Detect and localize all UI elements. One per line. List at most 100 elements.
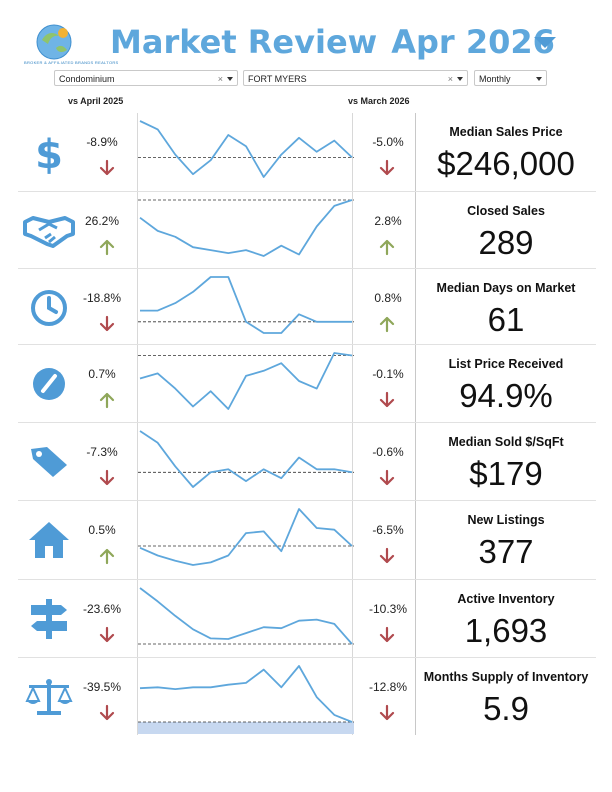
scales-icon [22, 670, 76, 724]
chevron-down-icon[interactable] [457, 77, 463, 81]
metrics-divider [415, 113, 416, 735]
sparkline-line [140, 276, 352, 334]
metric-value: 5.9 [483, 690, 529, 727]
arrow-down-icon [98, 315, 116, 333]
arrow-down-icon [98, 626, 116, 644]
sparkline-chart [138, 501, 354, 577]
sparkline-chart [138, 345, 354, 421]
metric-row: 0.7% -0.1% List Price Received 94.9% [18, 345, 596, 423]
yoy-change: 0.7% [88, 367, 116, 381]
sparkline-chart [138, 192, 354, 268]
metric-label: List Price Received [448, 357, 564, 371]
mom-change: -12.8% [368, 680, 408, 694]
arrow-up-icon [98, 238, 116, 256]
svg-text:$: $ [35, 132, 63, 174]
yoy-change: -7.3% [86, 445, 118, 459]
arrow-down-icon [378, 547, 396, 565]
report-title: Market Review Apr 2026 [110, 20, 555, 64]
sparkline-chart [138, 269, 354, 345]
handshake-icon [22, 204, 76, 258]
arrow-up-icon [378, 315, 396, 333]
metric-label: Closed Sales [467, 204, 545, 218]
clear-property-type-icon[interactable]: × [217, 74, 223, 84]
signpost-icon [22, 592, 76, 646]
sparkline-line [139, 352, 353, 410]
gauge-icon [22, 357, 76, 411]
dollar-icon: $ [22, 125, 76, 179]
row-separator [18, 500, 596, 501]
chevron-down-icon[interactable] [536, 77, 542, 81]
metric-label: Median Days on Market [436, 281, 576, 295]
yoy-change: -39.5% [82, 680, 122, 694]
sparkline-line [139, 665, 353, 723]
metric-row: 0.5% -6.5% New Listings 377 [18, 501, 596, 579]
metric-value: 61 [487, 301, 525, 338]
yoy-column-label: vs April 2025 [68, 96, 124, 106]
row-separator [18, 422, 596, 423]
city-value: FORT MYERS [248, 74, 307, 84]
interval-select[interactable]: Monthly [474, 70, 547, 86]
metric-value: $246,000 [437, 145, 575, 182]
arrow-down-icon [378, 704, 396, 722]
sparkline-right-border [352, 113, 353, 735]
metric-value: 377 [478, 533, 534, 570]
metric-value: 289 [478, 224, 534, 261]
mom-change: -0.6% [372, 445, 404, 459]
metric-label: Months Supply of Inventory [423, 670, 589, 684]
metric-row: -7.3% -0.6% Median Sold $/SqFt $179 [18, 423, 596, 501]
mom-change: 0.8% [374, 291, 402, 305]
price-tag-icon [22, 435, 76, 489]
property-type-value: Condominium [59, 74, 115, 84]
arrow-up-icon [98, 547, 116, 565]
metric-row: $ -8.9% -5.0% Median Sales Price $246,00… [18, 113, 596, 191]
interval-value: Monthly [479, 74, 511, 84]
metric-label: New Listings [467, 513, 545, 527]
arrow-down-icon [98, 159, 116, 177]
arrow-down-icon [378, 626, 396, 644]
mom-change: 2.8% [374, 214, 402, 228]
period-dropdown-toggle[interactable] [534, 37, 556, 48]
sparkline-chart [138, 423, 354, 499]
sparkline-left-border [137, 113, 138, 735]
sparkline-chart [138, 580, 354, 656]
title-period: Apr 2026 [391, 23, 555, 61]
sparkline-line [139, 508, 353, 566]
sparkline-line [139, 587, 353, 645]
sparkline-line [139, 430, 353, 488]
sparkline-line [139, 199, 353, 257]
arrow-down-icon [378, 469, 396, 487]
mom-change: -0.1% [372, 367, 404, 381]
yoy-change: 26.2% [84, 214, 120, 228]
mom-change: -10.3% [368, 602, 408, 616]
mom-change: -5.0% [372, 135, 404, 149]
arrow-down-icon [98, 469, 116, 487]
metric-row: 26.2% 2.8% Closed Sales 289 [18, 192, 596, 270]
yoy-change: -8.9% [86, 135, 118, 149]
property-type-select[interactable]: Condominium × [54, 70, 238, 86]
arrow-down-icon [378, 391, 396, 409]
yoy-change: -18.8% [82, 291, 122, 305]
arrow-down-icon [98, 704, 116, 722]
arrow-down-icon [378, 159, 396, 177]
yoy-change: -23.6% [82, 602, 122, 616]
sparkline-line [139, 120, 353, 178]
metric-label: Median Sold $/SqFt [448, 435, 564, 449]
metric-row: -23.6% -10.3% Active Inventory 1,693 [18, 580, 596, 658]
row-separator [18, 268, 596, 269]
house-icon [22, 513, 76, 567]
mom-column-label: vs March 2026 [348, 96, 410, 106]
sparkline-chart [138, 113, 354, 189]
metric-label: Active Inventory [457, 592, 555, 606]
mom-change: -6.5% [372, 523, 404, 537]
clear-city-icon[interactable]: × [447, 74, 453, 84]
row-separator [18, 344, 596, 345]
title-text: Market Review [110, 23, 378, 61]
metric-row: -18.8% 0.8% Median Days on Market 61 [18, 269, 596, 347]
row-separator [18, 657, 596, 658]
brokerage-logo [36, 24, 72, 60]
chevron-down-icon[interactable] [227, 77, 233, 81]
metric-row: -39.5% -12.8% Months Supply of Inventory… [18, 658, 596, 736]
city-select[interactable]: FORT MYERS × [243, 70, 468, 86]
metric-value: 1,693 [464, 612, 548, 649]
sparkline-chart [138, 658, 354, 734]
